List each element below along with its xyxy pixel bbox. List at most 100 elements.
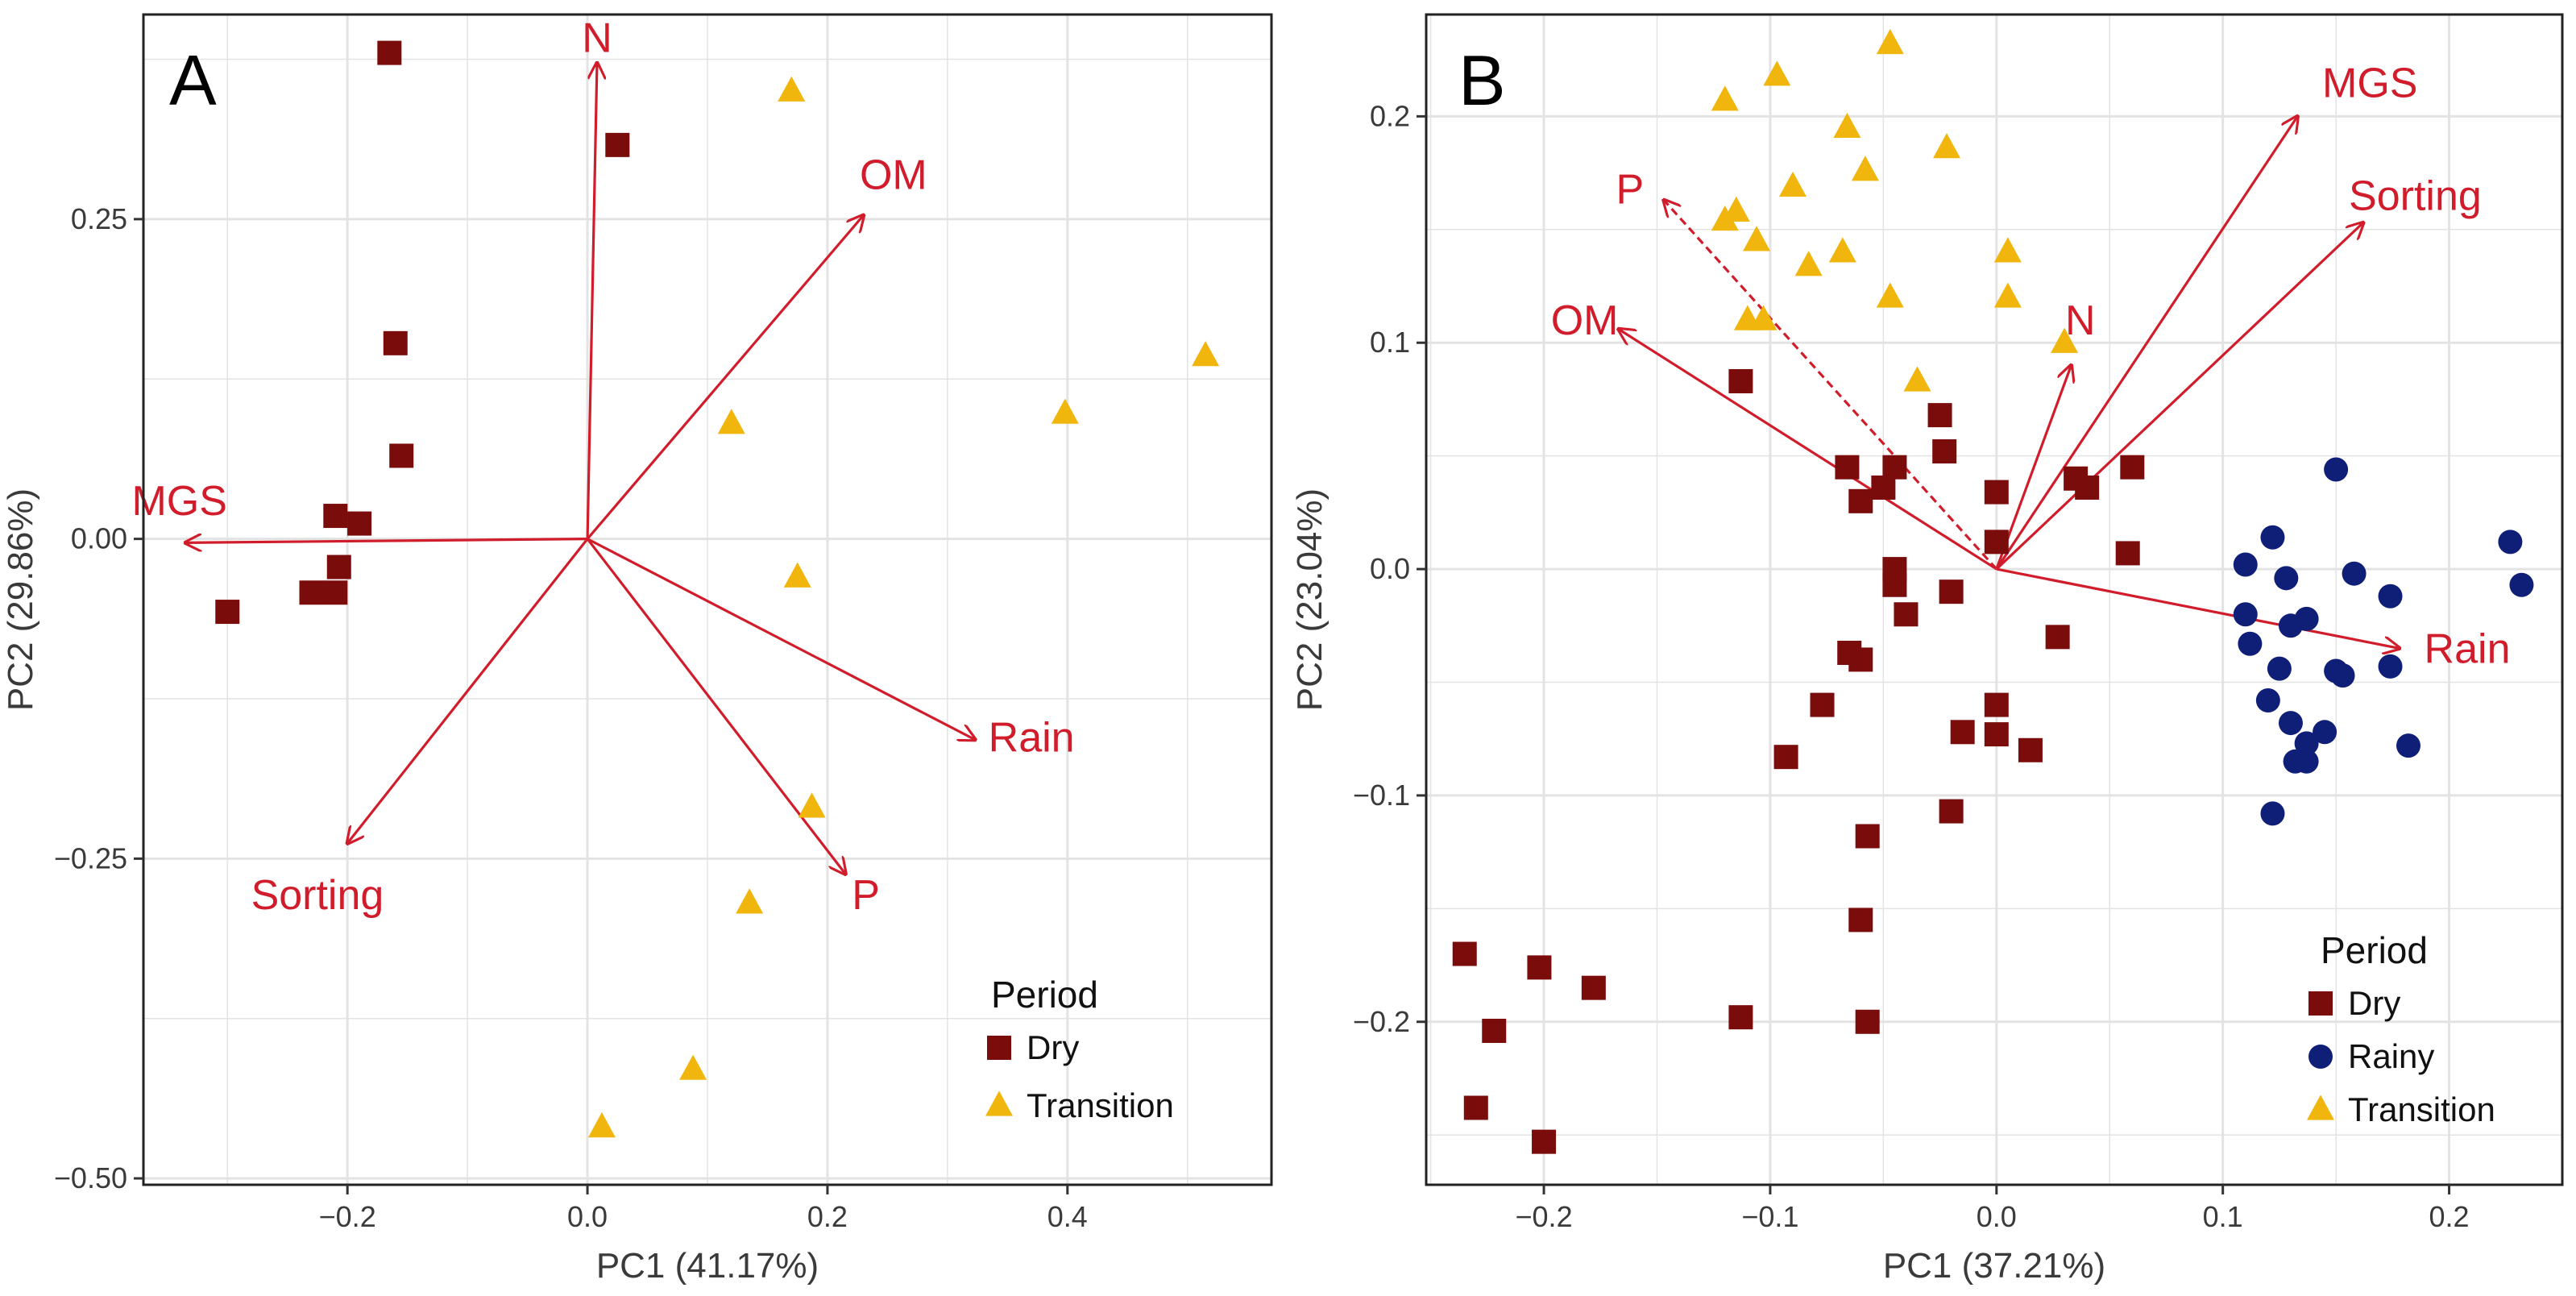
- x-tick-label: −0.1: [1741, 1200, 1798, 1233]
- panel-b-legend: Period Dry Rainy Transition: [2307, 929, 2495, 1128]
- transition-point: [783, 562, 811, 588]
- x-tick-label: 0.0: [567, 1200, 608, 1233]
- loading-vector-sorting: [1995, 222, 2363, 571]
- dry-point: [1728, 1005, 1753, 1030]
- dry-point: [1984, 480, 2009, 505]
- rainy-point: [2294, 731, 2319, 756]
- panel-a-y-ticks: −0.50 −0.25 0.00 0.25: [54, 202, 143, 1194]
- dry-point: [1532, 1129, 1557, 1154]
- y-tick-label: −0.50: [54, 1161, 127, 1194]
- loading-vector-rain: [587, 538, 975, 740]
- transition-point: [717, 409, 745, 434]
- y-tick-label: 0.25: [71, 202, 127, 235]
- panel-b-vectors: MGS Sorting P OM N Rain: [1551, 60, 2511, 672]
- dry-point: [1527, 955, 1552, 980]
- panel-a-y-axis-title: PC2 (29.86%): [1, 488, 40, 711]
- x-tick-label: 0.2: [2429, 1200, 2470, 1233]
- dry-point: [1773, 745, 1798, 770]
- rainy-point: [2313, 720, 2337, 745]
- dry-point: [1939, 799, 1964, 824]
- dry-point: [2045, 625, 2070, 650]
- rainy-point: [2294, 606, 2319, 631]
- transition-point: [1779, 171, 1807, 197]
- dry-point: [1810, 692, 1835, 717]
- panel-b-points: [1452, 28, 2534, 1154]
- transition-point: [1051, 398, 1079, 424]
- dry-point: [1984, 722, 2009, 747]
- y-tick-label: 0.00: [71, 522, 127, 555]
- panel-a-vectors: N OM MGS Rain P Sorting: [131, 15, 1074, 919]
- rainy-point: [2330, 663, 2355, 688]
- dry-point: [1848, 908, 1873, 933]
- y-tick-label: 0.2: [1370, 99, 1410, 132]
- dry-point: [1932, 439, 1957, 464]
- x-tick-label: 0.0: [1977, 1200, 2017, 1233]
- panel-a-grid: [143, 15, 1271, 1185]
- dry-point: [347, 511, 372, 536]
- panel-a-letter: A: [169, 40, 217, 120]
- y-tick-label: −0.2: [1353, 1005, 1410, 1038]
- dry-point: [1882, 455, 1907, 480]
- dry-point: [1728, 368, 1753, 393]
- panel-b: MGS Sorting P OM N Rain B −0.2 −0.1 0.0 0.1 0.2 −…: [1290, 13, 2564, 1286]
- loading-label-om: OM: [860, 152, 927, 198]
- panel-b-frame: [1425, 13, 2564, 1186]
- y-tick-label: −0.25: [54, 841, 127, 874]
- x-tick-label: 0.1: [2203, 1200, 2243, 1233]
- rainy-point: [2238, 631, 2263, 656]
- dry-point: [1927, 403, 1952, 428]
- transition-point: [1993, 282, 2022, 308]
- dry-point: [1848, 488, 1873, 513]
- loading-vector-rain: [1996, 567, 2400, 648]
- loading-vector-n: [586, 63, 597, 539]
- panel-a-x-ticks: −0.2 0.0 0.2 0.4: [319, 1185, 1088, 1233]
- rainy-point: [2233, 602, 2258, 627]
- dry-point: [2115, 541, 2140, 566]
- dry-point: [1848, 647, 1873, 672]
- panel-a-points: [215, 40, 1220, 1138]
- transition-point: [587, 1111, 616, 1138]
- panel-b-y-ticks: −0.2 −0.1 0.0 0.1 0.2: [1353, 99, 1426, 1038]
- dry-point: [326, 555, 351, 579]
- dry-point: [215, 600, 240, 625]
- transition-point: [1794, 251, 1823, 276]
- panel-b-y-axis-title: PC2 (23.04%): [1290, 488, 1329, 711]
- dry-point: [2018, 737, 2043, 762]
- dry-point: [1984, 692, 2009, 717]
- panel-a: N OM MGS Rain P Sorting A −0.2 0.0 0.2 0.4 −0.50…: [1, 13, 1273, 1286]
- transition-point: [2051, 327, 2079, 353]
- x-tick-label: 0.2: [807, 1200, 848, 1233]
- dry-point: [605, 132, 630, 157]
- loading-label-p: P: [852, 872, 880, 919]
- loading-label-sorting: Sorting: [2349, 173, 2482, 220]
- transition-point: [1933, 133, 1961, 159]
- loading-label-n: N: [2065, 297, 2096, 344]
- dry-point: [2075, 475, 2100, 500]
- loading-label-mgs: MGS: [131, 478, 226, 525]
- y-tick-label: 0.0: [1370, 552, 1410, 585]
- dry-point: [1855, 1009, 1880, 1034]
- loading-label-mgs: MGS: [2322, 60, 2417, 106]
- dry-point: [377, 40, 402, 65]
- dry-point: [1463, 1095, 1488, 1120]
- loading-label-n: N: [582, 15, 612, 62]
- legend-label-dry: Dry: [1027, 1028, 1079, 1066]
- panel-b-x-ticks: −0.2 −0.1 0.0 0.1 0.2: [1516, 1185, 2470, 1233]
- transition-point: [1763, 60, 1791, 86]
- dry-point: [1855, 824, 1880, 849]
- panel-b-grid: [1426, 15, 2562, 1185]
- dry-point: [1939, 579, 1964, 604]
- x-tick-label: −0.2: [1516, 1200, 1573, 1233]
- loading-vector-p: [586, 538, 845, 874]
- panel-a-legend: Period Dry Transition: [985, 974, 1174, 1124]
- loading-vector-mgs: [185, 539, 588, 543]
- legend-label-transition: Transition: [2348, 1090, 2495, 1128]
- legend-key-rainy: [2308, 1045, 2333, 1069]
- dry-point: [1452, 941, 1477, 966]
- dry-point: [1871, 475, 1896, 500]
- transition-point: [1993, 237, 2022, 263]
- rainy-point: [2260, 801, 2285, 826]
- dry-point: [1835, 455, 1860, 480]
- dry-point: [1482, 1019, 1507, 1044]
